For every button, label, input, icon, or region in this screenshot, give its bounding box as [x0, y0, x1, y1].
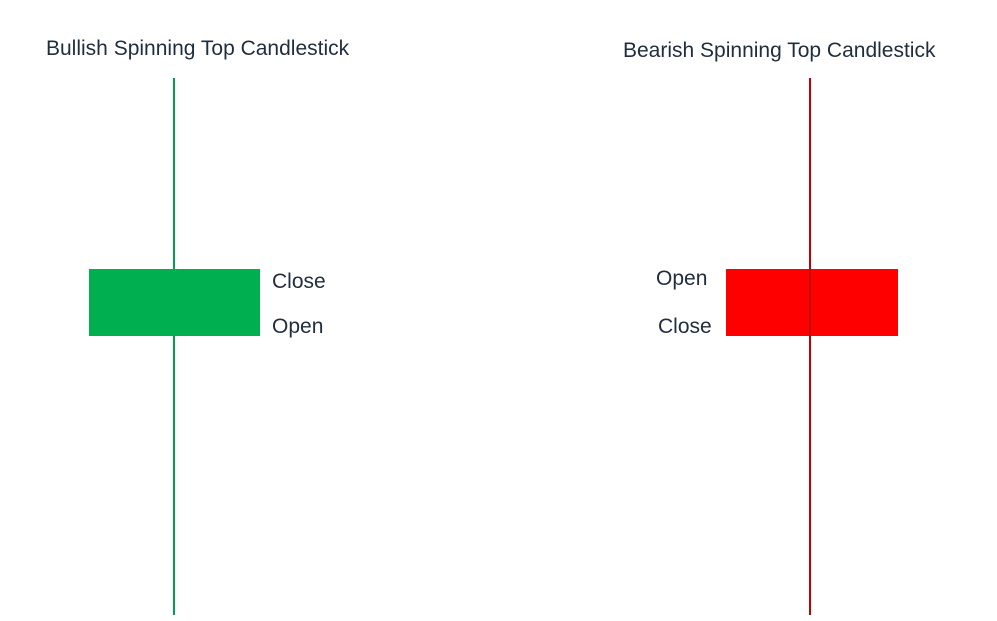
bearish-candle-body: [726, 269, 898, 336]
bullish-candle-body: [89, 269, 260, 336]
bullish-title: Bullish Spinning Top Candlestick: [46, 37, 350, 60]
bullish-open-label: Open: [272, 315, 324, 338]
bullish-close-label: Close: [272, 270, 326, 293]
bearish-open-label: Open: [656, 267, 708, 290]
bullish-candle-wick: [173, 78, 175, 615]
bearish-candle-wick: [809, 78, 811, 615]
bearish-title: Bearish Spinning Top Candlestick: [623, 39, 936, 62]
bearish-close-label: Close: [658, 315, 712, 338]
